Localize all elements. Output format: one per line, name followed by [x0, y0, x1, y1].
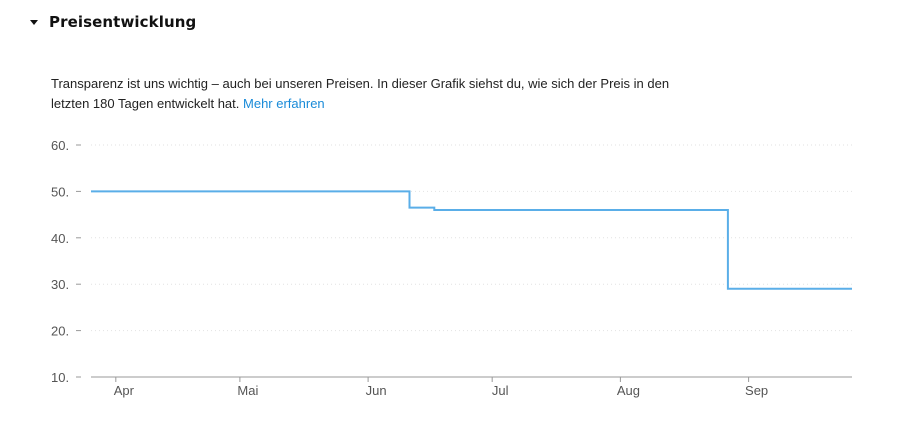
learn-more-link[interactable]: Mehr erfahren [243, 96, 325, 111]
y-tick-label: 30. [51, 277, 69, 292]
section-toggle[interactable]: Preisentwicklung [30, 13, 196, 31]
y-tick-label: 20. [51, 324, 69, 339]
description-text: Transparenz ist uns wichtig – auch bei u… [51, 74, 701, 114]
description-body: Transparenz ist uns wichtig – auch bei u… [51, 76, 670, 111]
y-tick-label: 60. [51, 138, 69, 153]
y-tick-label: 50. [51, 184, 69, 199]
x-tick-label: Jun [366, 383, 387, 398]
y-tick-label: 40. [51, 231, 69, 246]
x-tick-label: Aug [617, 383, 640, 398]
x-tick-label: Sep [745, 383, 768, 398]
section-title: Preisentwicklung [49, 13, 197, 31]
x-tick-label: Jul [492, 383, 509, 398]
price-series-line [91, 190, 852, 290]
x-tick-label: Apr [114, 383, 135, 398]
y-tick-label: 10. [51, 370, 69, 385]
caret-down-icon [30, 20, 38, 25]
x-tick-label: Mai [237, 383, 258, 398]
